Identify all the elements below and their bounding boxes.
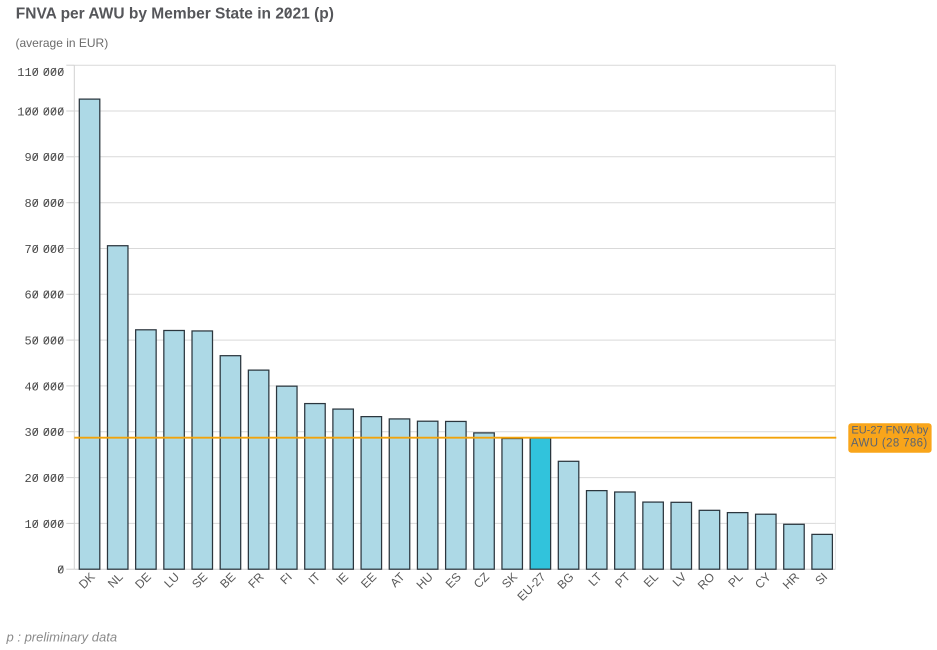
svg-text:20: 20 <box>24 472 38 486</box>
svg-text:100: 100 <box>17 105 39 119</box>
svg-text:EU-27 FNVA by: EU-27 FNVA by <box>851 425 928 437</box>
svg-text:60: 60 <box>24 289 38 303</box>
svg-text:50: 50 <box>24 335 38 349</box>
svg-text:30: 30 <box>24 426 38 440</box>
svg-text:0: 0 <box>57 564 64 578</box>
svg-text:(average in EUR): (average in EUR) <box>16 36 109 50</box>
svg-text:40: 40 <box>24 380 38 394</box>
svg-text:10: 10 <box>24 518 38 532</box>
svg-text:FNVA per AWU by Member State i: FNVA per AWU by Member State in 2021 (p) <box>16 6 334 23</box>
svg-text:90: 90 <box>24 151 38 165</box>
svg-text:70: 70 <box>24 243 38 257</box>
svg-text:AWU (28 786): AWU (28 786) <box>851 437 928 449</box>
svg-text:p : preliminary data: p : preliminary data <box>6 630 118 645</box>
svg-text:80: 80 <box>24 197 38 211</box>
svg-text:110: 110 <box>17 66 39 80</box>
